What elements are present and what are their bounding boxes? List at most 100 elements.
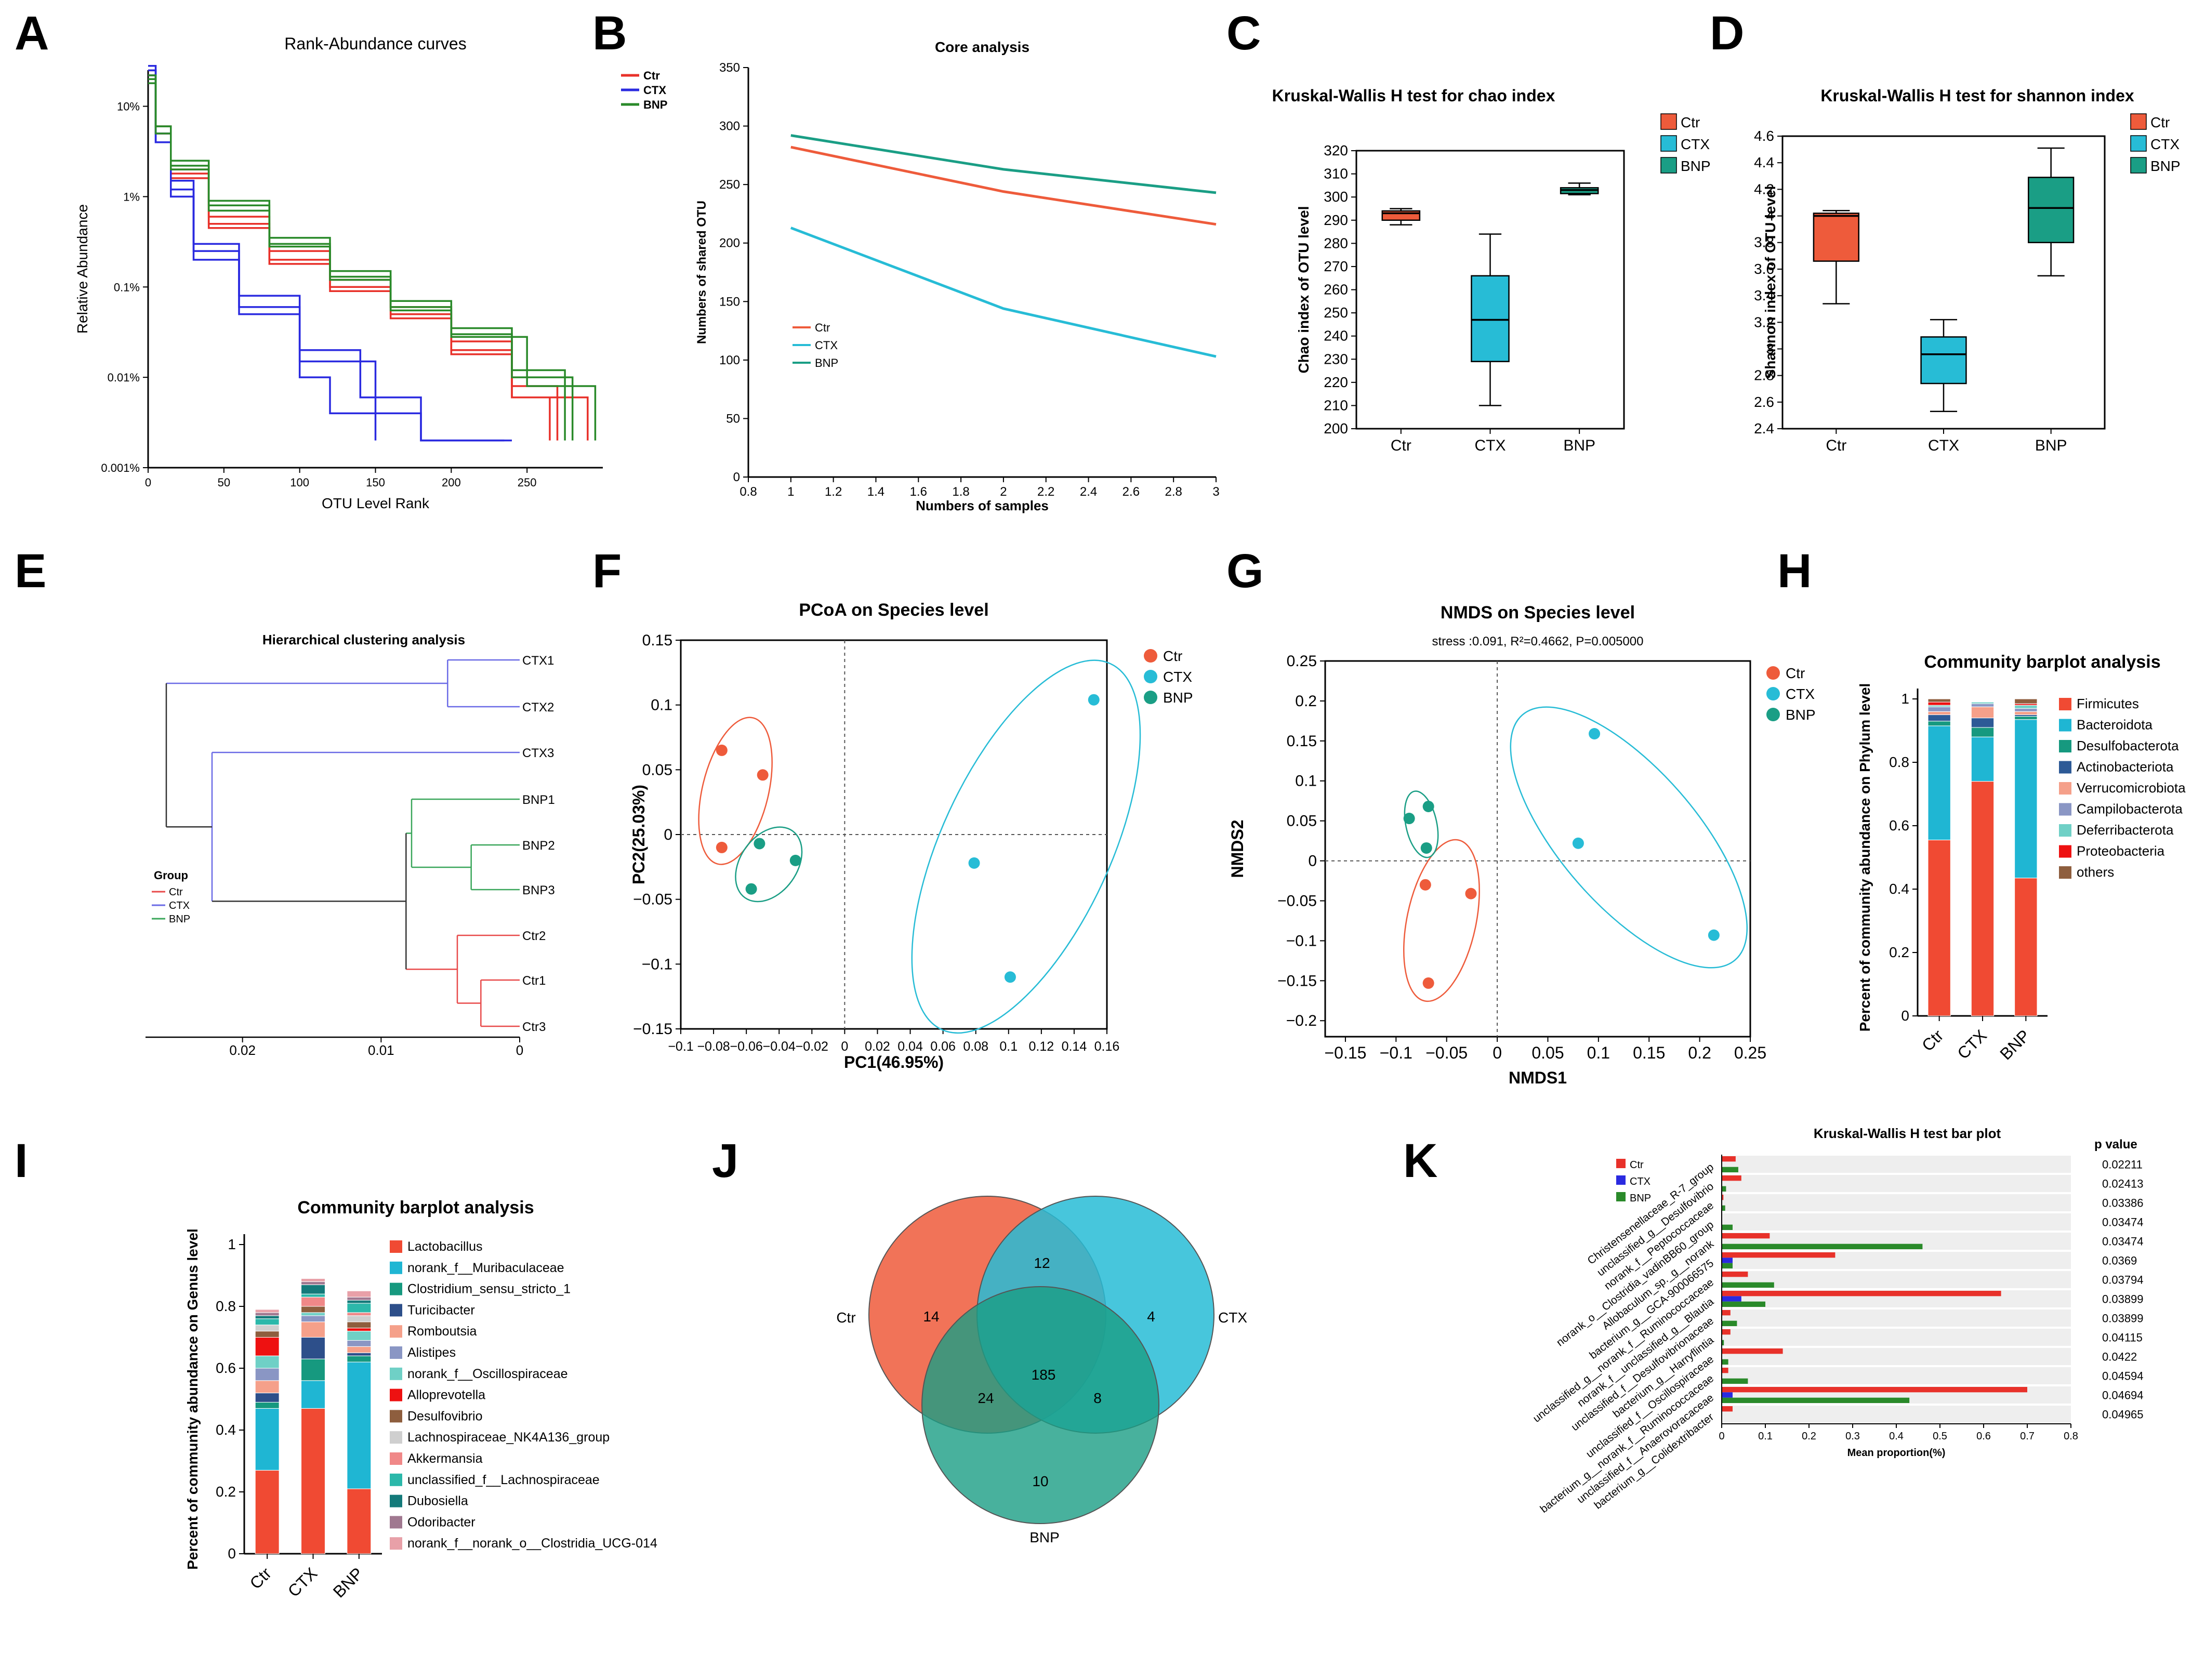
x-tick-label: Ctr — [246, 1564, 275, 1593]
legend-label: Actinobacteriota — [2077, 759, 2174, 775]
y-tick-label: 210 — [1324, 397, 1348, 413]
x-tick-label: 1.6 — [910, 485, 927, 499]
panel-letter-e: E — [15, 545, 46, 598]
stacked-bar-segment — [1927, 698, 1951, 703]
venn-region-count: 10 — [1032, 1473, 1048, 1489]
bar-ctr — [1722, 1252, 1836, 1258]
venn-set-label: CTX — [1218, 1309, 1247, 1326]
panel-j: Ctr CTX BNP 14 4 12 185 24 8 10 — [836, 1196, 1247, 1545]
y-tick-label: 200 — [719, 236, 740, 250]
stacked-bar-segment — [347, 1352, 372, 1356]
y-tick-label: 4.6 — [1754, 128, 1774, 144]
legend-label: unclassified_f__Lachnospiraceae — [407, 1473, 600, 1487]
x-tick-label: 50 — [218, 476, 230, 489]
bar-ctr — [1722, 1291, 2001, 1297]
legend-label: Clostridium_sensu_stricto_1 — [407, 1282, 571, 1297]
stacked-bar-segment — [255, 1380, 280, 1394]
y-tick-label: 0.4 — [216, 1422, 236, 1438]
legend-label: others — [2077, 864, 2114, 880]
y-tick-label: 0.8 — [216, 1298, 236, 1314]
x-tick-label: 2 — [1000, 485, 1007, 499]
legend-label: BNP — [1163, 690, 1193, 706]
legend-swatch — [2059, 719, 2071, 732]
legend-swatch — [390, 1494, 402, 1507]
stacked-bar-segment — [347, 1297, 372, 1301]
stacked-bar-segment — [255, 1325, 280, 1332]
row-background — [1722, 1271, 2071, 1288]
y-tick-label: 280 — [1324, 235, 1348, 251]
legend-swatch — [390, 1346, 402, 1359]
p-value: 0.02211 — [2102, 1158, 2143, 1171]
legend-label: Akkermansia — [407, 1451, 483, 1466]
bar-bnp — [1722, 1263, 1733, 1268]
legend-swatch — [2059, 740, 2071, 752]
x-tick-label: CTX — [1953, 1026, 1990, 1063]
stacked-bar-segment — [255, 1470, 280, 1554]
y-tick-label: 4.2 — [1754, 181, 1774, 197]
stacked-bar-segment — [301, 1408, 325, 1554]
legend-swatch — [2059, 782, 2071, 795]
x-axis-label: Numbers of samples — [916, 498, 1049, 513]
panel-i: Community barplot analysis 0 0.2 0.4 0.6 0.8 1… — [184, 1198, 657, 1601]
x-tick-label: −0.1 — [668, 1039, 693, 1054]
panel-letters: A B C D E F G H I J K — [15, 7, 1812, 1187]
chart-title: Kruskal-Wallis H test for shannon index — [1820, 86, 2134, 105]
panel-letter-j: J — [712, 1134, 738, 1187]
legend-label: Lachnospiraceae_NK4A136_group — [407, 1430, 610, 1445]
bar-ctr — [1722, 1329, 1731, 1335]
y-tick-label: 300 — [719, 120, 740, 134]
box-ctx — [1920, 336, 1967, 385]
bar-ctr — [1722, 1272, 1748, 1277]
y-tick-label: 230 — [1324, 351, 1348, 367]
x-tick-label: −0.05 — [1425, 1043, 1468, 1062]
y-tick-label: 0 — [1901, 1008, 1909, 1024]
y-tick-label: 270 — [1324, 258, 1348, 274]
p-value: 0.04694 — [2102, 1389, 2144, 1402]
y-tick-label: 0.1% — [114, 281, 140, 294]
legend-swatch — [2059, 803, 2071, 816]
panel-g: NMDS on Species level stress :0.091, R²=0… — [1228, 603, 1816, 1087]
x-tick-label: 200 — [442, 476, 461, 489]
legend-label: Ctr — [643, 69, 660, 82]
venn-region-count: 12 — [1034, 1255, 1050, 1271]
p-value: 0.0369 — [2102, 1254, 2137, 1267]
legend-marker — [1144, 649, 1157, 663]
y-tick-label: −0.15 — [1277, 972, 1317, 989]
x-tick-label: 150 — [366, 476, 385, 489]
bar-ctr — [1722, 1175, 1741, 1181]
series-line-bnp — [790, 134, 1217, 194]
point-ctx — [968, 857, 980, 869]
y-tick-label: −0.1 — [642, 956, 672, 973]
leaf-label: Ctr3 — [522, 1020, 546, 1034]
venn-region-count: 24 — [978, 1390, 994, 1406]
legend-label: Alloprevotella — [407, 1388, 485, 1403]
x-tick-label: 0.2 — [1688, 1043, 1711, 1062]
y-tick-label: 4.4 — [1754, 154, 1774, 170]
x-tick-label: 0.1 — [1758, 1431, 1773, 1442]
p-value: 0.04594 — [2102, 1370, 2144, 1383]
point-ctr — [716, 744, 728, 756]
x-tick-label: 0.14 — [1062, 1039, 1087, 1054]
bar-ctr — [1722, 1368, 1728, 1373]
y-tick-label: 3.2 — [1754, 314, 1774, 330]
stacked-bar-segment — [347, 1346, 372, 1353]
point-ctr — [1419, 879, 1431, 891]
legend-swatch — [1616, 1192, 1626, 1201]
y-tick-label: 2.6 — [1754, 394, 1774, 410]
chart-title: Kruskal-Wallis H test for chao index — [1272, 86, 1555, 105]
bar-bnp — [1722, 1282, 1774, 1288]
stacked-bar-segment — [255, 1309, 280, 1313]
row-background — [1722, 1309, 2071, 1327]
panel-letter-f: F — [592, 545, 622, 598]
point-ctx — [1708, 929, 1720, 941]
x-tick-label: 0.4 — [1889, 1431, 1904, 1442]
stacked-bar-segment — [255, 1355, 280, 1369]
stacked-bar-segment — [1971, 703, 1995, 707]
bar-bnp — [1722, 1186, 1726, 1192]
y-tick-label: 0.15 — [642, 632, 672, 649]
legend-label: CTX — [1681, 136, 1710, 152]
leaf-label: CTX1 — [522, 654, 554, 668]
y-tick-label: 0 — [664, 826, 672, 843]
legend-label: norank_f__Muribaculaceae — [407, 1261, 564, 1275]
bar-bnp — [1722, 1301, 1765, 1307]
